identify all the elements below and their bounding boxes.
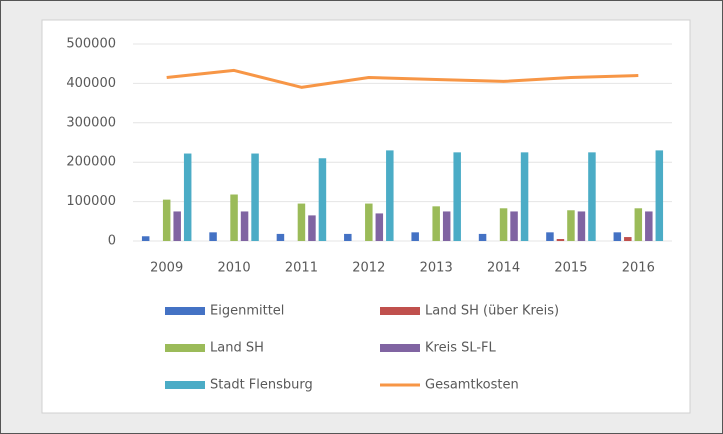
bar (183, 153, 192, 241)
bar (318, 158, 327, 241)
legend-label: Eigenmittel (210, 304, 284, 319)
legend-label: Gesamtkosten (425, 378, 519, 393)
bar (240, 211, 249, 241)
y-tick-label: 300000 (66, 115, 116, 130)
bar (365, 203, 373, 241)
bar (510, 211, 518, 241)
x-tick-label: 2016 (622, 261, 655, 276)
bar (655, 150, 664, 241)
x-tick-label: 2011 (285, 261, 318, 276)
legend-swatch (165, 344, 205, 352)
x-tick-label: 2013 (420, 261, 453, 276)
bar (432, 206, 440, 241)
bar (624, 237, 632, 241)
bar (645, 211, 653, 241)
legend-swatch (165, 381, 205, 389)
bar (442, 211, 451, 241)
legend-label: Stadt Flensburg (210, 378, 313, 393)
x-tick-label: 2014 (487, 261, 520, 276)
bar (556, 239, 565, 241)
legend-label: Land SH (210, 341, 264, 356)
bar (230, 194, 238, 241)
bar (308, 215, 316, 241)
legend-swatch (380, 344, 420, 352)
bar (567, 210, 575, 241)
bar (478, 233, 487, 241)
bar (141, 236, 150, 241)
bar (453, 152, 461, 241)
bar (375, 213, 384, 241)
bar (251, 153, 259, 241)
bar (209, 232, 217, 241)
bar (162, 199, 171, 241)
bar (344, 233, 352, 241)
bar (588, 152, 596, 241)
x-tick-label: 2010 (218, 261, 251, 276)
legend-swatch (380, 307, 420, 315)
bar (577, 211, 586, 241)
x-tick-label: 2015 (554, 261, 587, 276)
bar (386, 150, 394, 241)
y-tick-label: 400000 (66, 76, 116, 91)
bar (634, 208, 643, 241)
bar (520, 152, 529, 241)
bar (173, 211, 181, 241)
bar (411, 232, 419, 241)
y-tick-label: 100000 (66, 194, 116, 209)
legend-label: Kreis SL-FL (425, 341, 497, 356)
bar (499, 208, 508, 241)
y-tick-label: 500000 (66, 37, 116, 52)
y-tick-label: 0 (108, 234, 116, 249)
legend-label: Land SH (über Kreis) (425, 304, 559, 319)
bar (546, 232, 554, 241)
bar (276, 233, 285, 241)
line-series (166, 68, 639, 89)
x-tick-label: 2009 (150, 261, 183, 276)
bar (613, 232, 622, 241)
x-tick-label: 2012 (352, 261, 385, 276)
y-tick-label: 200000 (66, 155, 116, 170)
bar (297, 203, 306, 241)
legend-swatch (165, 307, 205, 315)
